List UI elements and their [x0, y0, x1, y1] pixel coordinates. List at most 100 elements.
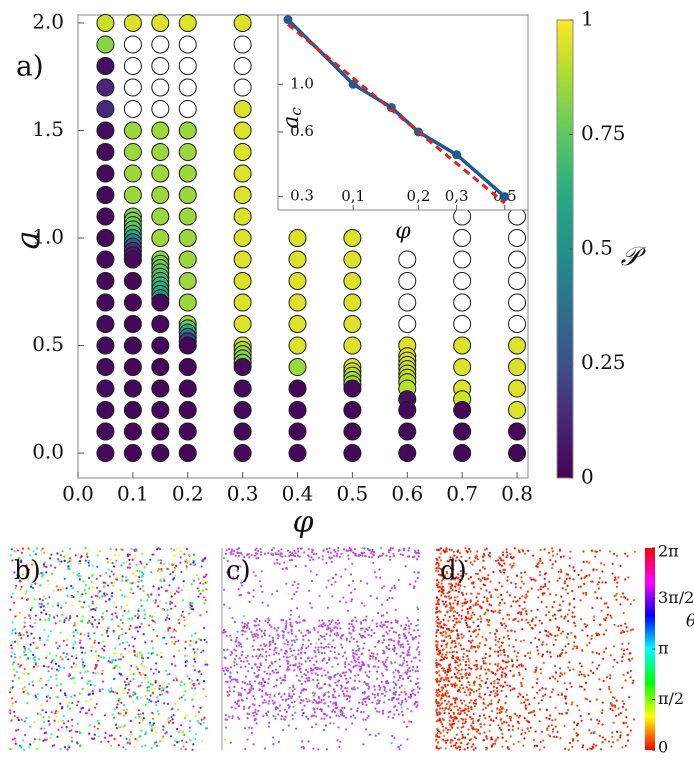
- particle: [576, 739, 580, 743]
- particle: [160, 569, 163, 572]
- particle: [41, 574, 44, 577]
- particle: [264, 701, 267, 704]
- particle: [236, 569, 239, 572]
- particle: [294, 565, 298, 568]
- particle: [276, 707, 279, 710]
- particle: [407, 619, 410, 623]
- particle: [490, 682, 493, 685]
- particle: [581, 629, 584, 632]
- particle: [437, 603, 440, 606]
- particle: [149, 723, 152, 726]
- particle: [310, 606, 313, 609]
- particle: [167, 682, 170, 685]
- particle: [377, 702, 380, 705]
- particle: [180, 747, 183, 750]
- particle: [289, 623, 292, 627]
- particle: [156, 548, 159, 551]
- particle: [529, 576, 532, 580]
- particle: [450, 709, 453, 712]
- particle: [506, 613, 509, 616]
- particle: [435, 569, 438, 572]
- particle: [490, 736, 493, 739]
- particle: [261, 648, 264, 651]
- particle: [133, 746, 136, 749]
- particle: [523, 701, 526, 704]
- particle: [116, 576, 119, 579]
- particle: [150, 683, 153, 686]
- particle: [401, 713, 404, 716]
- particle: [631, 657, 634, 660]
- particle: [436, 735, 439, 739]
- particle: [62, 651, 65, 655]
- particle: [622, 611, 625, 615]
- particle: [451, 739, 454, 742]
- particle: [315, 642, 318, 645]
- particle: [54, 566, 57, 569]
- particle: [458, 581, 461, 584]
- particle: [459, 574, 462, 577]
- particle: [384, 620, 387, 624]
- particle: [375, 576, 378, 579]
- particle: [88, 587, 91, 590]
- particle: [565, 577, 568, 581]
- particle: [113, 581, 116, 584]
- particle: [517, 651, 520, 654]
- particle: [452, 722, 455, 725]
- particle: [205, 573, 208, 576]
- particle: [455, 742, 458, 745]
- particle: [21, 627, 24, 630]
- particle: [445, 695, 448, 698]
- particle: [606, 606, 610, 609]
- particle: [76, 722, 79, 725]
- particle: [497, 654, 500, 657]
- particle: [570, 631, 573, 635]
- particle: [482, 600, 485, 604]
- particle: [300, 547, 303, 550]
- particle: [302, 712, 305, 715]
- particle: [318, 700, 321, 704]
- particle: [577, 585, 581, 589]
- particle: [559, 737, 562, 740]
- particle: [260, 551, 263, 554]
- particle: [435, 680, 438, 683]
- particle: [149, 694, 152, 697]
- particle: [498, 708, 501, 711]
- particle: [225, 726, 228, 729]
- particle: [440, 676, 444, 679]
- particle: [240, 687, 243, 690]
- particle: [546, 650, 549, 653]
- particle: [558, 675, 562, 678]
- particle: [111, 592, 114, 595]
- particle: [258, 619, 261, 623]
- point: [233, 185, 252, 204]
- particle: [524, 731, 527, 734]
- particle: [124, 686, 127, 689]
- particle: [552, 735, 556, 738]
- particle: [483, 577, 486, 580]
- particle: [259, 553, 263, 556]
- particle: [494, 650, 497, 653]
- particle: [417, 607, 420, 611]
- particle: [45, 731, 48, 734]
- particle: [236, 681, 239, 684]
- particle: [481, 657, 484, 660]
- particle: [277, 634, 280, 638]
- particle: [304, 680, 307, 683]
- particle: [455, 583, 458, 586]
- particle: [465, 672, 468, 675]
- particle: [126, 566, 129, 569]
- particle: [482, 583, 485, 586]
- particle: [200, 718, 203, 721]
- particle: [355, 649, 358, 652]
- particle: [558, 609, 562, 612]
- point: [453, 272, 472, 291]
- particle: [279, 554, 282, 557]
- particle: [345, 681, 349, 684]
- particle: [453, 623, 456, 626]
- particle: [174, 664, 177, 667]
- particle: [173, 577, 176, 580]
- particle: [47, 716, 51, 719]
- particle: [174, 739, 177, 743]
- particle: [298, 555, 301, 558]
- particle: [13, 601, 16, 604]
